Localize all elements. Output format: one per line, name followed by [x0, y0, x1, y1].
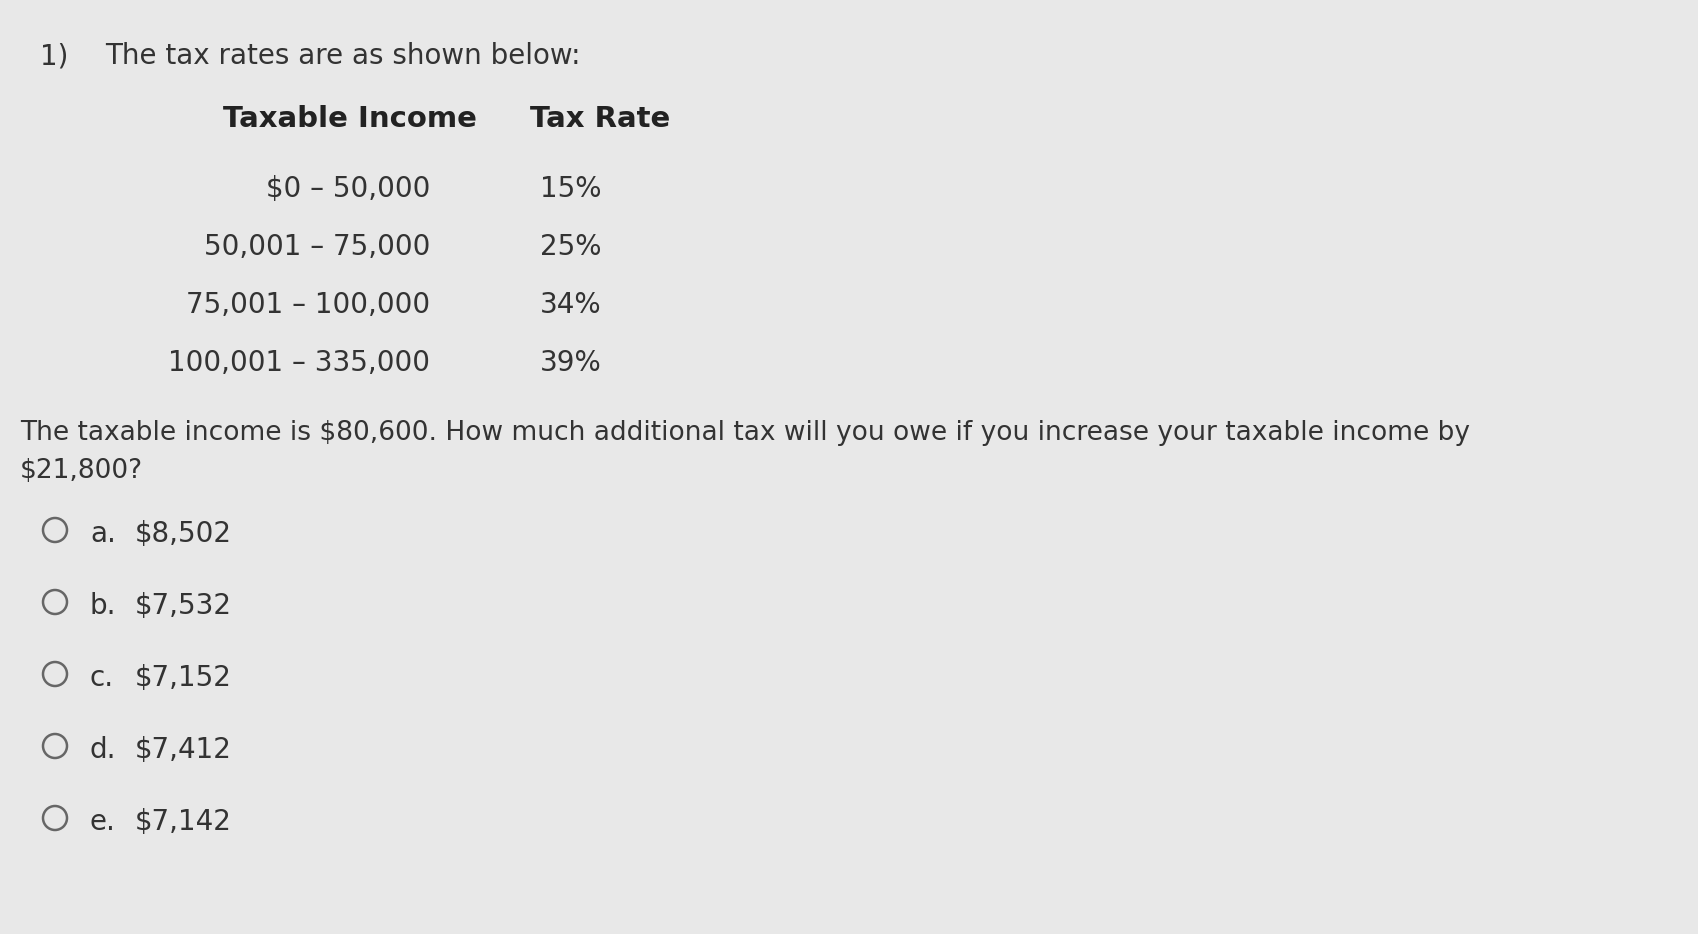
Text: $0 – 50,000: $0 – 50,000 — [265, 175, 430, 203]
Text: 25%: 25% — [540, 233, 601, 261]
Text: Taxable Income: Taxable Income — [222, 105, 477, 133]
Text: b.: b. — [90, 592, 117, 620]
Text: $7,532: $7,532 — [134, 592, 233, 620]
Text: 39%: 39% — [540, 349, 601, 377]
Text: $8,502: $8,502 — [134, 520, 233, 548]
Text: $7,142: $7,142 — [134, 808, 231, 836]
Text: a.: a. — [90, 520, 115, 548]
Text: $21,800?: $21,800? — [20, 458, 143, 484]
Text: The taxable income is $80,600. How much additional tax will you owe if you incre: The taxable income is $80,600. How much … — [20, 420, 1469, 446]
Text: 34%: 34% — [540, 291, 601, 319]
Text: The tax rates are as shown below:: The tax rates are as shown below: — [105, 42, 581, 70]
Text: $7,412: $7,412 — [134, 736, 231, 764]
Text: Tax Rate: Tax Rate — [530, 105, 669, 133]
Text: $7,152: $7,152 — [134, 664, 231, 692]
Text: 100,001 – 335,000: 100,001 – 335,000 — [168, 349, 430, 377]
Text: c.: c. — [90, 664, 114, 692]
Text: 75,001 – 100,000: 75,001 – 100,000 — [185, 291, 430, 319]
Text: 1): 1) — [41, 42, 68, 70]
Text: 50,001 – 75,000: 50,001 – 75,000 — [204, 233, 430, 261]
Text: e.: e. — [90, 808, 115, 836]
Text: 15%: 15% — [540, 175, 601, 203]
Text: d.: d. — [90, 736, 117, 764]
